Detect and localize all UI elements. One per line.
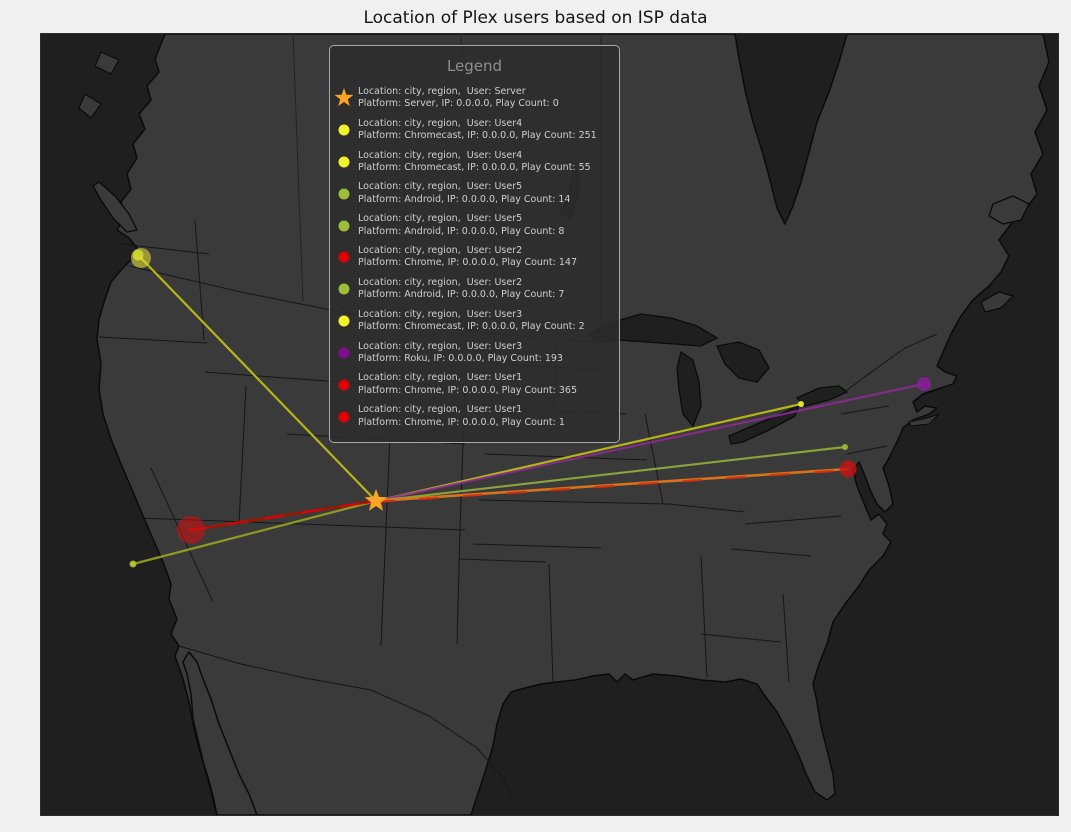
legend-entry: Location: city, region, User: Server Plat…	[330, 86, 619, 111]
legend-marker-icon	[330, 119, 358, 141]
legend-marker-icon	[330, 374, 358, 396]
dot-icon	[338, 283, 350, 295]
legend-entry-text: Location: city, region, User: User5 Platf…	[358, 181, 571, 205]
marker-user4-chromecast-55	[132, 249, 144, 261]
connection-lines	[131, 256, 926, 566]
legend-marker-icon	[330, 246, 358, 268]
legend-entry: Location: city, region, User: User5 Platf…	[330, 213, 619, 238]
newfoundland	[988, 195, 1030, 225]
marker-user2-android-7	[842, 444, 848, 450]
user-markers	[129, 248, 931, 568]
marker-user1-chrome-1	[189, 528, 193, 532]
legend-marker-icon	[330, 406, 358, 428]
line-user1-chrome-365-overlay	[189, 498, 378, 533]
star-icon	[334, 88, 354, 107]
legend-entry: Location: city, region, User: User1 Platf…	[330, 372, 619, 397]
server-star	[364, 489, 388, 511]
legend-entry-text: Location: city, region, User: User2 Platf…	[358, 276, 565, 301]
legend-entry-text: Location: city, region, User: User4 Platf…	[358, 117, 597, 142]
nova-scotia	[980, 291, 1015, 313]
great-lakes	[560, 163, 849, 445]
legend: Legend Location: city, region, User: Ser…	[329, 45, 620, 443]
legend-entry-text: Location: city, region, User: Server Plat…	[358, 86, 559, 110]
legend-entry-text: Location: city, region, User: User1 Platf…	[358, 404, 565, 428]
legend-entry: Location: city, region, User: User2 Platf…	[330, 245, 619, 270]
line-user4-chromecast	[139, 256, 378, 503]
legend-entry: Location: city, region, User: User5 Platf…	[330, 181, 619, 206]
legend-entry-text: Location: city, region, User: User1 Platf…	[358, 372, 578, 396]
bc-archipelago	[78, 51, 120, 119]
legend-marker-icon	[330, 151, 358, 173]
dot-icon	[338, 411, 350, 423]
legend-entry: Location: city, region, User: User2 Platf…	[330, 277, 619, 302]
legend-marker-icon	[330, 87, 358, 109]
legend-marker-icon	[330, 278, 358, 300]
legend-entry: Location: city, region, User: User4 Platf…	[330, 150, 619, 175]
dot-icon	[338, 347, 350, 359]
legend-entry: Location: city, region, User: User3 Platf…	[330, 341, 619, 366]
dot-icon	[338, 156, 350, 168]
long-island	[908, 413, 940, 427]
legend-marker-icon	[330, 183, 358, 205]
marker-user3-chromecast-2	[798, 401, 804, 407]
line-user1-chrome-1	[374, 468, 850, 504]
legend-entry-text: Location: city, region, User: User4 Platf…	[358, 149, 591, 174]
dot-icon	[338, 124, 350, 136]
legend-entry-text: Location: city, region, User: User2 Platf…	[358, 245, 578, 269]
legend-entry: Location: city, region, User: User1 Platf…	[330, 404, 619, 429]
vancouver-island	[92, 181, 138, 233]
marker-user3-roku-193	[917, 377, 931, 391]
legend-marker-icon	[330, 215, 358, 237]
legend-title: Legend	[446, 57, 503, 75]
line-user3-roku	[374, 382, 926, 503]
server-marker	[364, 489, 388, 511]
legend-marker-icon	[330, 342, 358, 364]
marker-user2-chrome-147	[839, 460, 857, 478]
page-title: Location of Plex users based on ISP data	[363, 8, 708, 28]
legend-entry-text: Location: city, region, User: User3 Platf…	[358, 340, 563, 364]
line-user5-android	[131, 499, 378, 566]
map-canvas: Legend Location: city, region, User: Ser…	[40, 33, 1059, 816]
legend-entry: Location: city, region, User: User3 Platf…	[330, 309, 619, 334]
dot-icon	[338, 220, 350, 232]
line-user2-android	[374, 445, 847, 503]
legend-entry-text: Location: city, region, User: User5 Platf…	[358, 213, 565, 237]
dot-icon	[338, 188, 350, 200]
legend-entry: Location: city, region, User: User4 Platf…	[330, 118, 619, 143]
legend-marker-icon	[330, 310, 358, 332]
dot-icon	[338, 315, 350, 327]
legend-entries: Location: city, region, User: Server Plat…	[330, 86, 619, 429]
dot-icon	[338, 379, 350, 391]
legend-entry-text: Location: city, region, User: User3 Platf…	[358, 308, 585, 333]
marker-user5-android-8	[130, 561, 136, 567]
dot-icon	[338, 251, 350, 263]
